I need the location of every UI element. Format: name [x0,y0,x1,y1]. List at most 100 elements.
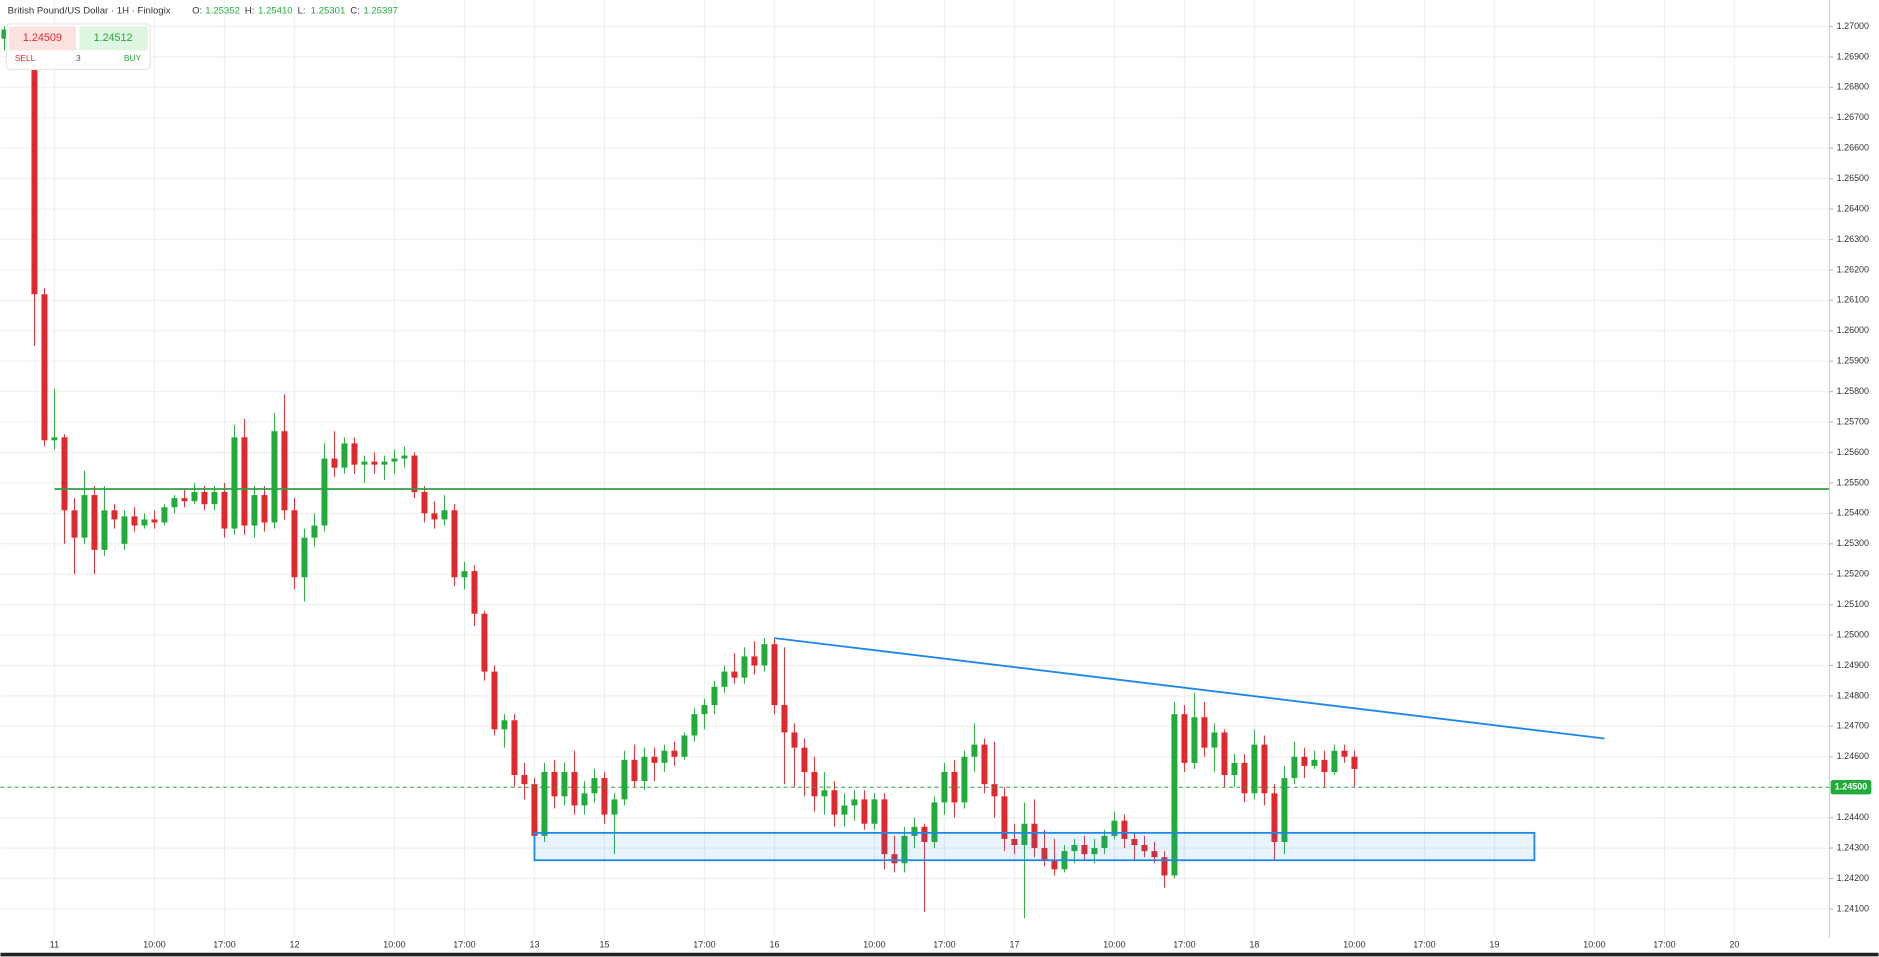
candle-body [781,705,788,733]
candle-body [821,790,828,797]
candle-body [701,705,708,715]
candle-body [761,644,768,666]
candle-body [1021,823,1028,846]
candle-body [1141,845,1148,852]
candle-body [1171,714,1178,876]
x-tick-label: 17 [1009,939,1019,949]
candle-body [1101,835,1108,849]
candle-body [1111,820,1118,836]
candle-body [1071,845,1078,852]
candle-body [531,784,538,836]
ohlc-key: L: [298,5,306,16]
ohlc-value: 1.25352 [205,5,240,16]
candle-body [971,744,978,757]
candle-body [901,835,908,864]
quantity[interactable]: 3 [76,53,81,63]
candle-body [141,519,148,526]
candle-body [661,750,668,763]
trade-panel[interactable]: 1.24509 1.24512 SELL 3 BUY [5,23,151,71]
candle-body [541,771,548,836]
x-tick-label: 17:00 [213,939,235,949]
overlays: 1.24500 [0,488,1872,862]
x-tick-label: 10:00 [1583,939,1605,949]
zone [533,831,1536,862]
candle-body [411,455,418,493]
ohlc-value: 1.25397 [363,5,398,16]
x-tick-label: 18 [1249,939,1259,949]
candle-body [131,516,138,526]
candle-body [611,799,618,815]
x-tick-label: 17:00 [1173,939,1195,949]
candle-body [1181,714,1188,763]
candle-body [751,656,758,666]
candle-body [111,510,118,520]
y-tick-label: 1.26300 [1837,234,1869,244]
candle-body [381,461,388,465]
y-tick-label: 1.26900 [1837,51,1869,61]
candle-body [1321,759,1328,772]
sell-box[interactable] [8,26,76,51]
candle-body [1261,744,1268,794]
candle-body [1351,756,1358,769]
y-tick-label: 1.25800 [1837,386,1869,396]
x-tick-label: 10:00 [143,939,165,949]
candle-body [641,756,648,782]
y-tick-label: 1.26000 [1837,325,1869,335]
candle-body [291,510,298,578]
candle-body [151,519,158,523]
candle-body [1051,860,1058,870]
candle-body [711,686,718,706]
candle-body [601,778,608,815]
candle-body [931,802,938,842]
sell-price[interactable]: 1.24509 [23,32,62,44]
buy-price[interactable]: 1.24512 [94,32,133,44]
x-tick-label: 10:00 [1103,939,1125,949]
candle-body [1251,744,1258,794]
candle-body [361,461,368,465]
candle-body [371,461,378,465]
buy-label[interactable]: BUY [124,53,142,63]
x-tick-label: 17:00 [453,939,475,949]
candle-body [841,805,848,815]
y-tick-label: 1.24700 [1837,721,1869,731]
buy-box[interactable] [79,26,148,51]
candle-body [31,62,38,295]
candle-body [1081,845,1088,855]
candle-body [161,507,168,523]
candle-body [181,498,188,502]
candle-body [491,671,498,730]
candle-body [741,656,748,678]
candle-body [801,747,808,772]
candle-body [691,714,698,736]
candle-body [621,759,628,800]
candle-body [771,644,778,706]
candle-body [871,799,878,824]
candle-body [671,750,678,757]
y-tick-label: 1.24900 [1837,660,1869,670]
candle-body [981,744,988,785]
candle-body [1201,717,1208,748]
candle-body [1271,793,1278,842]
candle-body [451,510,458,578]
candle-body [81,495,88,538]
y-tick-label: 1.25900 [1837,356,1869,366]
candle-body [911,826,918,836]
candle-body [61,437,68,511]
candle-body [351,443,358,465]
x-tick-label: 10:00 [1343,939,1365,949]
candle-body [311,525,318,538]
x-tick-label: 11 [50,939,59,949]
y-tick-label: 1.27000 [1837,21,1869,31]
ohlc-key: C: [350,5,360,16]
candle-body [891,854,898,864]
candle-body [831,790,838,815]
candle-body [1121,820,1128,839]
y-tick-label: 1.24300 [1837,842,1869,852]
candle-body [681,735,688,757]
candle-body [221,492,228,529]
chart-title: British Pound/US Dollar · 1H · Finlogix [8,5,171,16]
sell-label[interactable]: SELL [15,53,36,63]
y-tick-label: 1.24400 [1837,812,1869,822]
